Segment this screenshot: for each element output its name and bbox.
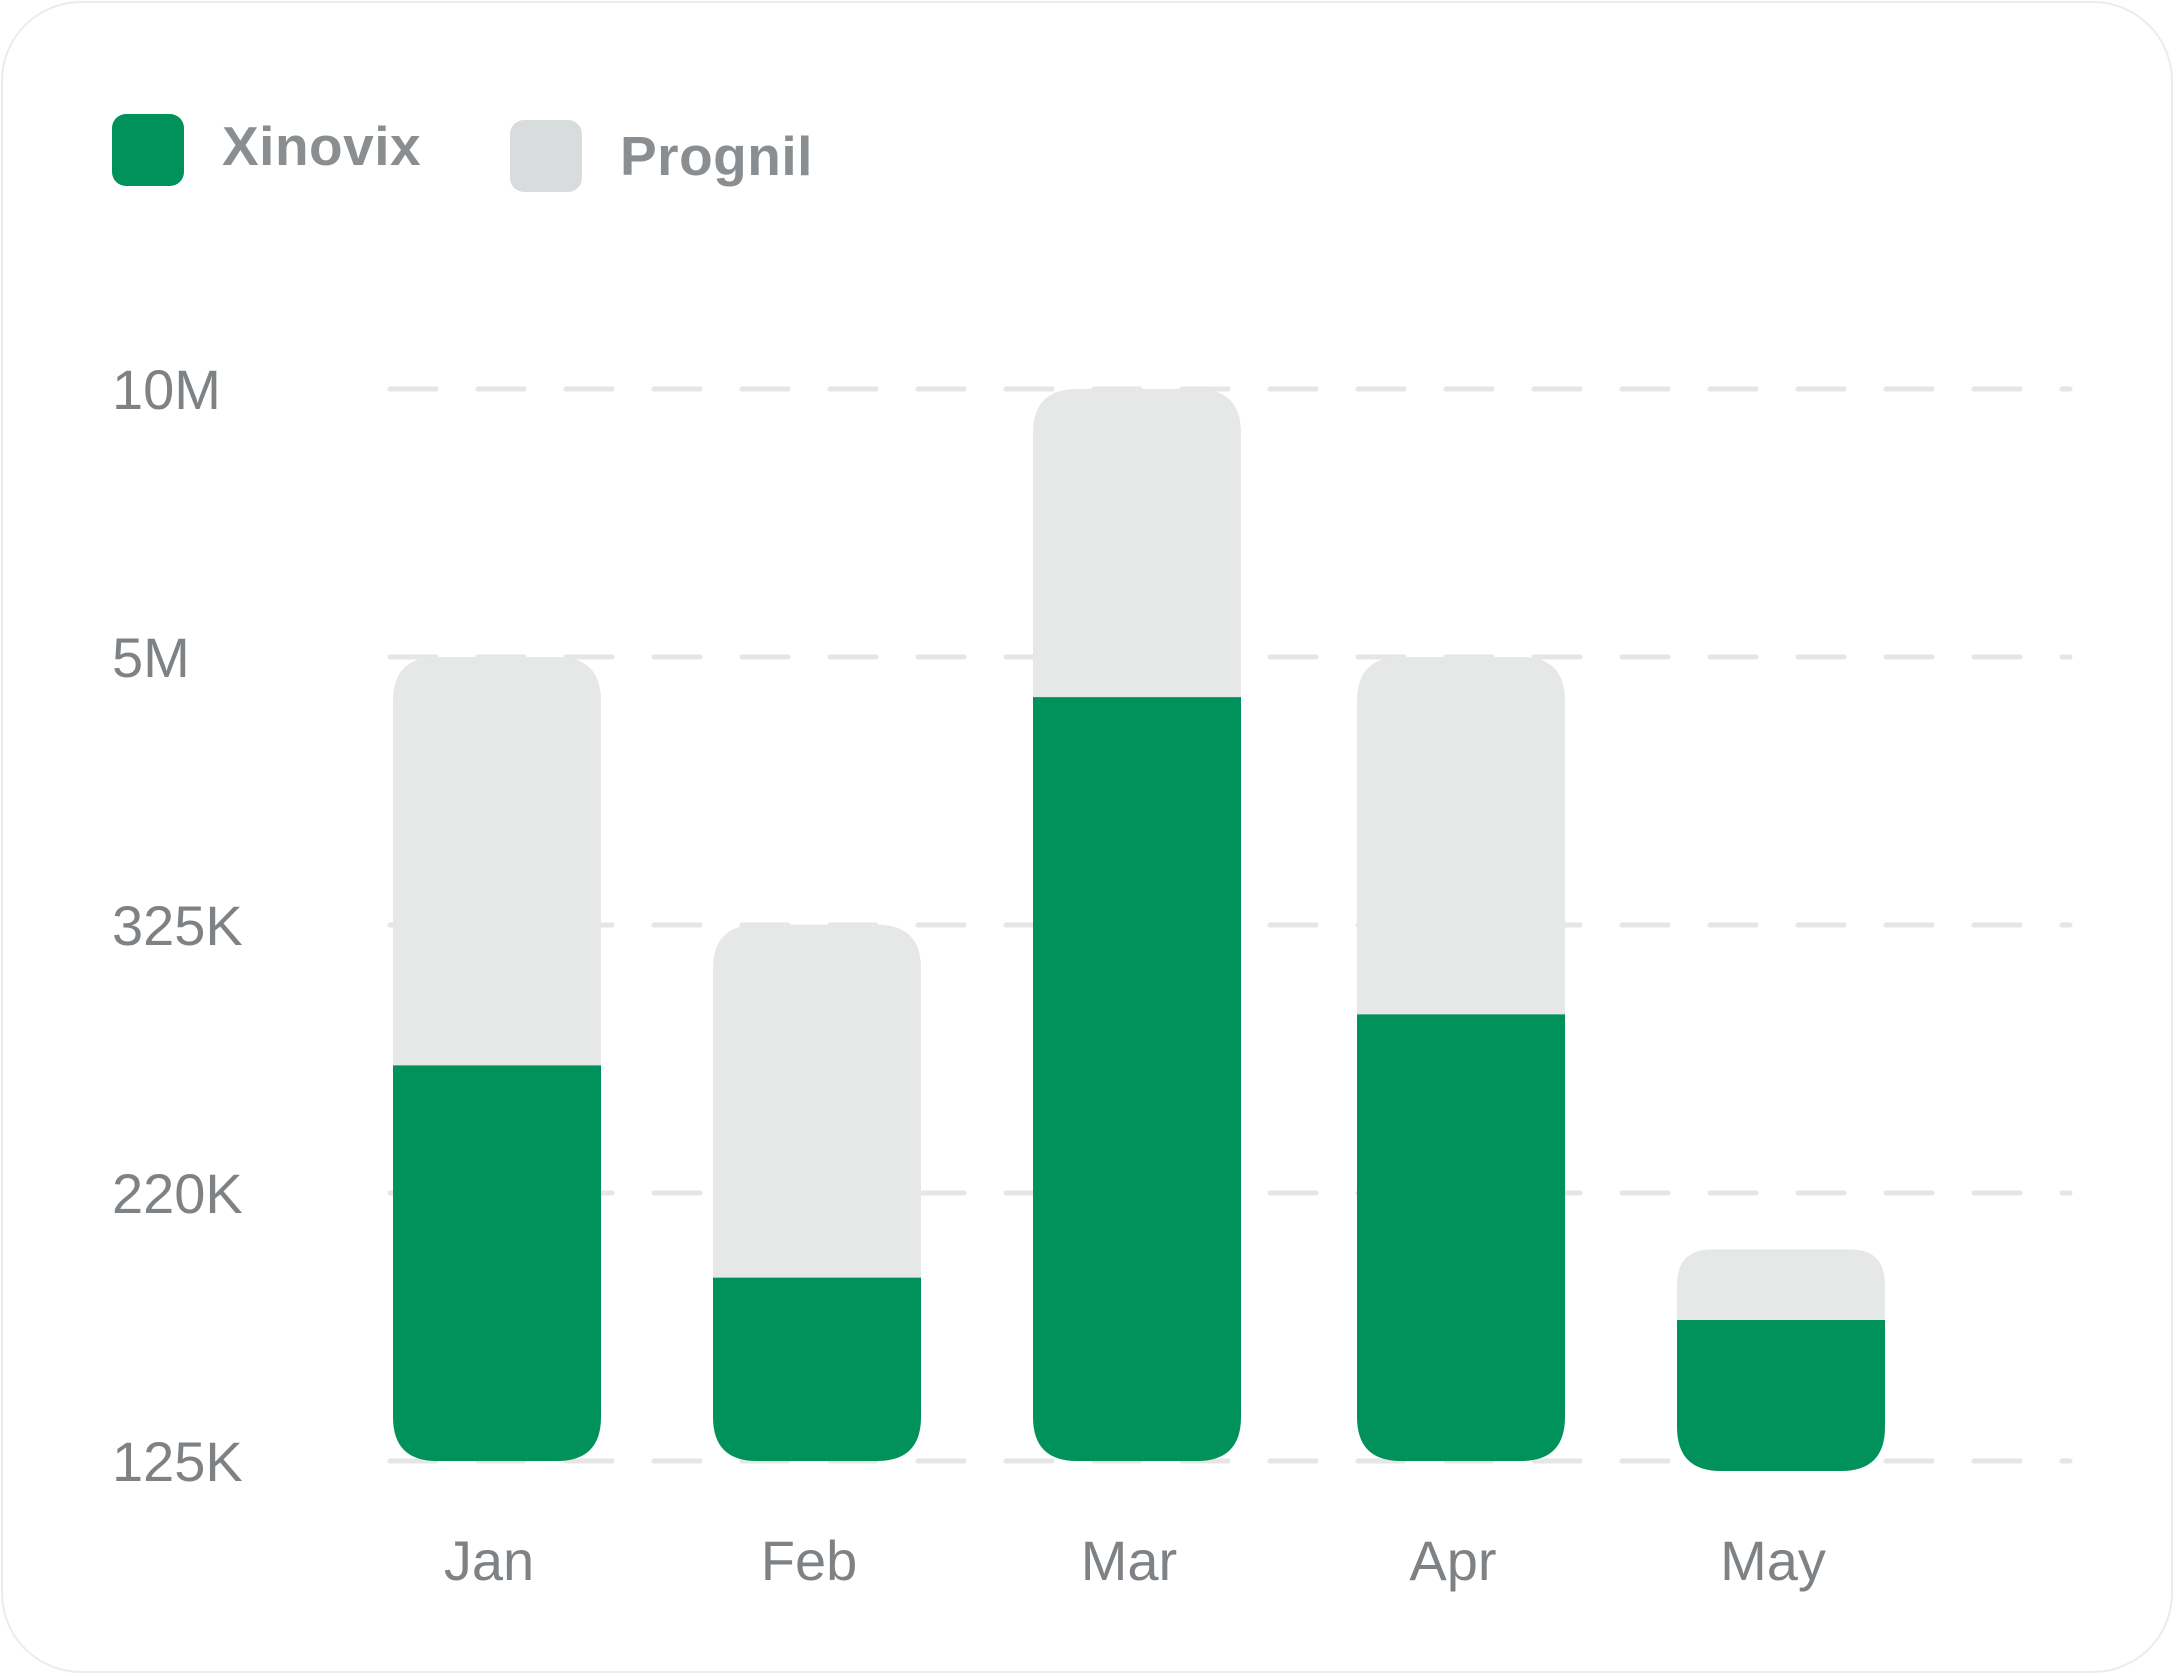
legend-label-prognil: Prognil [620, 125, 813, 187]
y-tick-label: 220K [112, 1162, 243, 1225]
legend-item-xinovix[interactable]: Xinovix [112, 114, 421, 186]
bar-prognil-jan [393, 657, 601, 1066]
y-tick-label: 5M [112, 626, 190, 689]
legend-swatch-prognil [510, 120, 582, 192]
bar-prognil-mar [1033, 389, 1241, 698]
x-tick-label: Jan [444, 1529, 534, 1592]
legend-label-xinovix: Xinovix [222, 115, 422, 177]
legend-item-prognil[interactable]: Prognil [510, 120, 813, 192]
bar-xinovix-apr [1357, 1014, 1565, 1461]
bar-prognil-feb [713, 924, 921, 1278]
bar-xinovix-jan [393, 1065, 601, 1461]
x-tick-label: Mar [1081, 1529, 1177, 1592]
y-tick-label: 325K [112, 894, 243, 957]
bar-xinovix-feb [713, 1277, 921, 1461]
bar-xinovix-may [1677, 1319, 1885, 1471]
bar-xinovix-mar [1033, 697, 1241, 1461]
bar-prognil-apr [1357, 657, 1565, 1015]
y-tick-label: 10M [112, 358, 221, 421]
bar-prognil-may [1677, 1249, 1885, 1320]
legend-swatch-xinovix [112, 114, 184, 186]
x-tick-label: Apr [1409, 1529, 1496, 1592]
x-tick-label: May [1720, 1529, 1826, 1592]
x-tick-label: Feb [761, 1529, 858, 1592]
y-tick-label: 125K [112, 1430, 243, 1493]
